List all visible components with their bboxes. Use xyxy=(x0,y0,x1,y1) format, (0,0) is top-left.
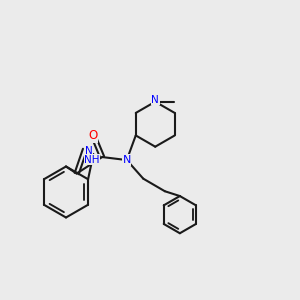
Text: N: N xyxy=(123,155,131,165)
Text: NH: NH xyxy=(84,155,100,165)
Text: N: N xyxy=(152,95,159,105)
Text: N: N xyxy=(85,146,92,156)
Text: O: O xyxy=(88,129,98,142)
